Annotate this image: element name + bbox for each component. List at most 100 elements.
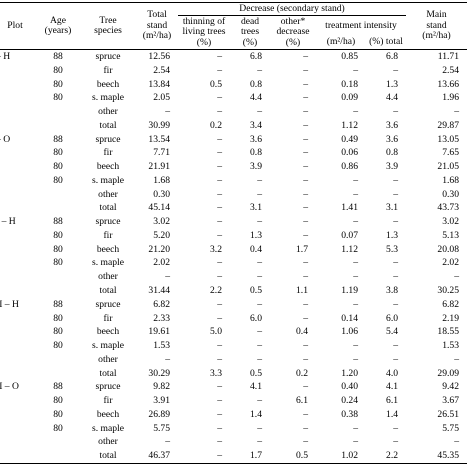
value-cell: 9.82 — [153, 381, 170, 393]
plot-cell — [0, 188, 36, 202]
plot-cell — [0, 367, 36, 381]
value-cell: 6.0 — [386, 312, 399, 324]
value-cell: – — [217, 229, 222, 241]
table-row: – O 88 spruce 13.54 – 3.6 – 0.49 3.6 13.05 — [0, 133, 467, 147]
age-header-line: Age — [50, 14, 66, 26]
value-cell: – — [165, 271, 170, 283]
value-cell: – — [353, 257, 358, 269]
value-cell: – — [353, 298, 358, 310]
table-row: other – – – – – – – — [0, 270, 467, 284]
thinning-header-line: (%) — [196, 36, 212, 48]
value-cell: – — [257, 326, 262, 338]
value-cell: 2.2 — [366, 449, 407, 464]
age-cell: 80 — [53, 257, 63, 269]
value-cell: – — [303, 202, 308, 214]
other-header-line: (%) — [285, 36, 301, 48]
age-cell: 80 — [53, 312, 63, 324]
thinning-header: thinning of living trees (%) — [178, 15, 230, 50]
total-stand-header-line: Total — [147, 9, 167, 21]
value-cell: 1.19 — [341, 285, 358, 297]
value-cell: 3.4 — [250, 119, 262, 131]
age-cell: 80 — [53, 78, 63, 90]
species-cell: s. maple — [92, 422, 124, 434]
value-cell: – — [165, 436, 170, 448]
value-cell: 2.33 — [153, 312, 170, 324]
value-cell: – — [303, 408, 308, 420]
value-cell: – — [353, 106, 358, 118]
age-cell: 80 — [53, 64, 63, 76]
value-cell: 3.8 — [386, 285, 399, 297]
value-cell: 46.37 — [136, 449, 178, 464]
age-cell — [36, 367, 80, 381]
value-cell: – — [217, 257, 222, 269]
value-cell: – — [393, 106, 399, 118]
value-cell: 3.1 — [250, 202, 262, 214]
value-cell: – — [454, 353, 460, 365]
value-cell: 3.67 — [442, 395, 460, 407]
value-cell: – — [217, 202, 222, 214]
value-cell: – — [303, 174, 308, 186]
value-cell: 3.02 — [442, 216, 460, 228]
value-cell: 45.14 — [148, 202, 170, 214]
value-cell: – — [257, 298, 262, 310]
value-cell: – — [393, 298, 399, 310]
species-cell: beech — [96, 78, 120, 90]
plot-cell — [0, 394, 36, 408]
table-row: 80 s. maple 1.68 – – – – – 1.68 — [0, 174, 467, 188]
total-stand-header-line: stand — [146, 19, 168, 31]
value-cell: 5.75 — [442, 422, 460, 434]
value-cell: – — [393, 257, 399, 269]
value-cell: – — [353, 271, 358, 283]
treatment-unit-header-line: (m²/ha) — [326, 36, 356, 48]
treatment-header: treatment intensity — [316, 16, 406, 37]
value-cell: 29.09 — [437, 367, 460, 379]
table-row: – H 88 spruce 12.56 – 6.8 – 0.85 6.8 11.71 — [0, 50, 467, 64]
species-cell: fir — [103, 312, 113, 324]
value-cell: – — [393, 64, 399, 76]
value-cell: 0.30 — [153, 188, 170, 200]
value-cell: – — [217, 353, 222, 365]
value-cell: 13.54 — [148, 133, 170, 145]
plot-cell — [0, 174, 36, 188]
table-row: total 30.99 0.2 3.4 – 1.12 3.6 29.87 — [0, 119, 467, 133]
value-cell: 0.14 — [341, 312, 358, 324]
value-cell: 2.05 — [153, 92, 170, 104]
value-cell: 1.7 — [230, 449, 270, 464]
plot-cell — [0, 229, 36, 243]
plot-cell: II – O — [0, 381, 19, 393]
value-cell: 1.12 — [341, 119, 358, 131]
value-cell: 0.18 — [341, 78, 358, 90]
plot-cell — [0, 408, 36, 422]
table-row: total 31.44 2.2 0.5 1.1 1.19 3.8 30.25 — [0, 284, 467, 298]
value-cell: – — [454, 436, 460, 448]
value-cell: 3.9 — [386, 161, 399, 173]
value-cell: – — [353, 422, 358, 434]
species-cell: fir — [103, 64, 113, 76]
plot-cell — [0, 105, 36, 119]
age-cell: 80 — [53, 174, 63, 186]
species-header: Tree species — [80, 2, 136, 50]
age-cell: 80 — [53, 92, 63, 104]
value-cell: – — [303, 257, 308, 269]
value-cell: 3.91 — [153, 395, 170, 407]
value-cell: – — [303, 161, 308, 173]
value-cell: – — [257, 395, 262, 407]
table-row: 80 s. maple 5.75 – – – – – 5.75 — [0, 422, 467, 436]
age-cell: 80 — [53, 326, 63, 338]
species-cell: total — [99, 202, 117, 214]
species-cell: fir — [103, 395, 113, 407]
species-cell: other — [98, 436, 118, 448]
age-cell: 80 — [53, 161, 63, 173]
plot-cell — [0, 422, 36, 436]
plot-cell — [0, 256, 36, 270]
age-cell — [36, 353, 80, 367]
value-cell: – — [217, 436, 222, 448]
value-cell: 12.56 — [148, 51, 170, 62]
value-cell: – — [217, 408, 222, 420]
species-cell: total — [99, 367, 117, 379]
plot-cell: – O — [0, 133, 11, 145]
main-stand-header-line: Main — [426, 9, 447, 21]
value-cell: 5.0 — [210, 326, 222, 338]
value-cell: – — [303, 312, 308, 324]
value-cell: 0.4 — [250, 243, 262, 255]
